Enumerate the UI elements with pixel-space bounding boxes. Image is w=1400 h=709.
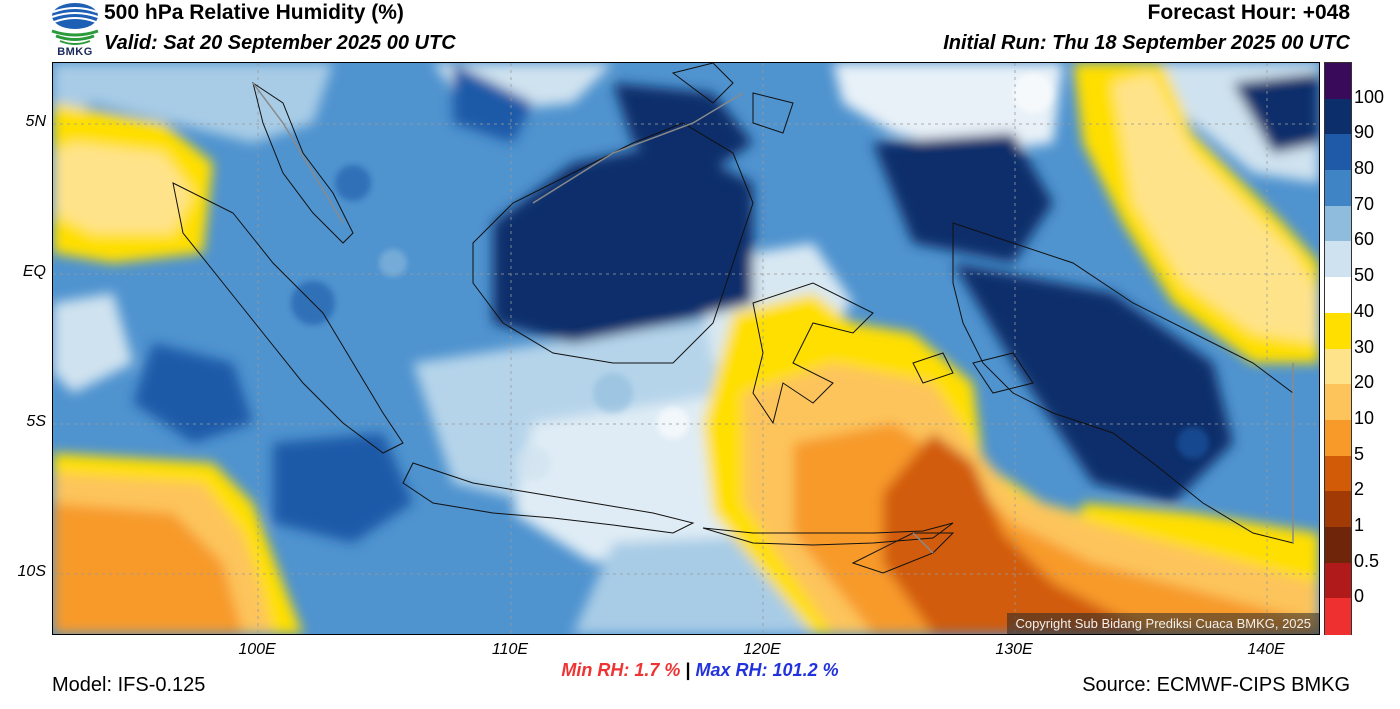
colorbar-label: 40: [1354, 300, 1375, 321]
colorbar: [1324, 62, 1352, 635]
colorbar-label: 30: [1354, 336, 1375, 357]
colorbar-label: 2: [1354, 479, 1365, 500]
colorbar-segment: [1325, 277, 1351, 314]
lon-label-110e: 110E: [491, 641, 529, 658]
min-max-separator: |: [685, 660, 691, 680]
bmkg-emblem-icon: [51, 3, 99, 45]
lat-label-eq: EQ: [22, 263, 46, 280]
logo-text: BMKG: [57, 46, 93, 58]
copyright-notice: Copyright Sub Bidang Prediksi Cuaca BMKG…: [1007, 613, 1319, 634]
bmkg-logo: BMKG: [50, 2, 100, 58]
lat-label-5n: 5N: [25, 113, 46, 130]
colorbar-label: 100: [1354, 86, 1385, 107]
data-source: Source: ECMWF-CIPS BMKG: [1082, 674, 1350, 696]
forecast-hour: Forecast Hour: +048: [1147, 1, 1351, 24]
initial-run: Initial Run: Thu 18 September 2025 00 UT…: [943, 32, 1350, 54]
lon-label-120e: 120E: [743, 641, 781, 658]
colorbar-segment: [1325, 170, 1351, 207]
colorbar-segment: [1325, 491, 1351, 528]
model-name: Model: IFS-0.125: [52, 674, 206, 696]
lon-label-100e: 100E: [238, 641, 276, 658]
colorbar-label: 1: [1354, 514, 1365, 535]
colorbar-label: 60: [1354, 229, 1375, 250]
lon-label-140e: 140E: [1247, 641, 1285, 658]
colorbar-label: 80: [1354, 158, 1375, 179]
colorbar-segment: [1325, 348, 1351, 385]
colorbar-segment: [1325, 312, 1351, 349]
humidity-field: [53, 63, 1319, 634]
min-rh-label: Min RH:: [561, 660, 630, 680]
humidity-map: Copyright Sub Bidang Prediksi Cuaca BMKG…: [52, 62, 1320, 635]
colorbar-segment: [1325, 63, 1351, 100]
colorbar-segment: [1325, 455, 1351, 492]
colorbar-segment: [1325, 384, 1351, 421]
colorbar-label: 90: [1354, 122, 1375, 143]
min-rh-value: 1.7 %: [634, 660, 681, 680]
colorbar-segment: [1325, 205, 1351, 242]
colorbar-label: 0.5: [1354, 550, 1380, 571]
colorbar-label: 70: [1354, 193, 1375, 214]
colorbar-label: 10: [1354, 407, 1375, 428]
colorbar-segment: [1325, 419, 1351, 457]
lat-label-5s: 5S: [26, 413, 46, 430]
colorbar-segment: [1325, 562, 1351, 599]
chart-title: 500 hPa Relative Humidity (%): [104, 1, 404, 24]
max-rh-label: Max RH:: [695, 660, 768, 680]
colorbar-label: 20: [1354, 372, 1375, 393]
colorbar-segment: [1325, 598, 1351, 635]
lat-label-10s: 10S: [17, 563, 46, 580]
colorbar-label: 5: [1354, 443, 1365, 464]
lon-label-130e: 130E: [995, 641, 1033, 658]
colorbar-label: 0: [1354, 586, 1365, 607]
colorbar-label: 50: [1354, 265, 1375, 286]
min-max-rh: Min RH: 1.7 % | Max RH: 101.2 %: [0, 660, 1400, 681]
valid-time: Valid: Sat 20 September 2025 00 UTC: [104, 32, 456, 54]
colorbar-segment: [1325, 241, 1351, 278]
colorbar-segment: [1325, 526, 1351, 564]
max-rh-value: 101.2 %: [772, 660, 839, 680]
colorbar-segment: [1325, 98, 1351, 135]
colorbar-segment: [1325, 134, 1351, 171]
coastlines: [172, 63, 1294, 574]
